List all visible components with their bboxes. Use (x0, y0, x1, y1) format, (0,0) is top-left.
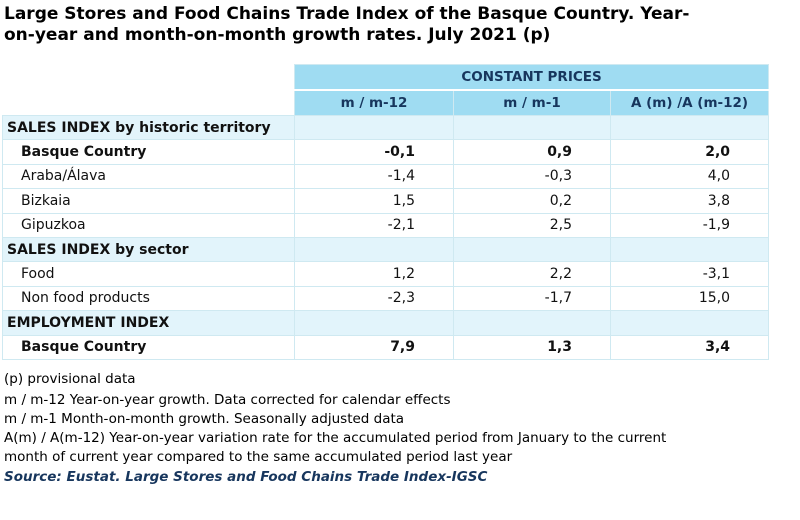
section-fill (609, 114, 770, 141)
table-row: Non food products -2,3 -1,7 15,0 (2, 285, 770, 312)
cell-accumulated: 15,0 (609, 285, 770, 312)
cell-m-m12: -2,1 (294, 212, 454, 238)
cell-m-m1: 2,2 (453, 261, 611, 287)
cell-m-m12: 1,2 (294, 261, 454, 287)
cell-m-m1: -0,3 (453, 163, 611, 190)
cell-m-m12: -1,4 (294, 163, 454, 190)
section-title: SALES INDEX by historic territory (2, 114, 295, 141)
note-accumulated-line-1: A(m) / A(m-12) Year-on-year variation ra… (4, 430, 667, 446)
cell-m-m12: 1,5 (294, 188, 454, 214)
section-fill (453, 236, 611, 263)
cell-accumulated: -1,9 (609, 212, 770, 238)
section-row: SALES INDEX by sector (2, 236, 770, 263)
note-m-m1: m / m-1 Month-on-month growth. Seasonall… (4, 411, 405, 427)
cell-m-m1: 2,5 (453, 212, 611, 238)
row-label: Basque Country (2, 334, 295, 360)
cell-m-m12: -2,3 (294, 285, 454, 312)
row-label: Araba/Álava (2, 163, 295, 190)
table-row: Basque Country -0,1 0,9 2,0 (2, 139, 770, 165)
cell-m-m1: 0,2 (453, 188, 611, 214)
cell-accumulated: 3,8 (609, 188, 770, 214)
source-note: Source: Eustat. Large Stores and Food Ch… (4, 469, 488, 485)
table-row: Gipuzkoa -2,1 2,5 -1,9 (2, 212, 770, 238)
note-m-m12: m / m-12 Year-on-year growth. Data corre… (4, 392, 451, 408)
provisional-note: (p) provisional data (4, 371, 136, 387)
section-fill (609, 236, 770, 263)
section-row: EMPLOYMENT INDEX (2, 310, 770, 336)
section-fill (294, 114, 454, 141)
section-row: SALES INDEX by historic territory (2, 114, 770, 141)
cell-accumulated: 3,4 (609, 334, 770, 360)
table-row: Araba/Álava -1,4 -0,3 4,0 (2, 163, 770, 190)
cell-m-m1: -1,7 (453, 285, 611, 312)
col-header-m-m1: m / m-1 (453, 89, 611, 116)
row-label: Basque Country (2, 139, 295, 165)
section-fill (294, 310, 454, 336)
section-title: EMPLOYMENT INDEX (2, 310, 295, 336)
corner-cell (2, 64, 295, 90)
cell-accumulated: 4,0 (609, 163, 770, 190)
corner-cell (2, 90, 295, 116)
table-row: Basque Country 7,9 1,3 3,4 (2, 334, 770, 360)
row-label: Food (2, 261, 295, 287)
row-label: Bizkaia (2, 188, 295, 214)
footnotes: (p) provisional data m / m-12 Year-on-ye… (4, 370, 796, 487)
section-title: SALES INDEX by sector (2, 236, 295, 263)
section-fill (453, 114, 611, 141)
cell-accumulated: -3,1 (609, 261, 770, 287)
col-header-accumulated: A (m) /A (m-12) (609, 89, 770, 116)
section-fill (294, 236, 454, 263)
col-header-m-m12: m / m-12 (294, 89, 454, 116)
cell-m-m1: 0,9 (453, 139, 611, 165)
growth-rates-table: CONSTANT PRICES m / m-12 m / m-1 A (m) /… (2, 64, 770, 360)
cell-m-m1: 1,3 (453, 334, 611, 360)
row-label: Gipuzkoa (2, 212, 295, 238)
constant-prices-header: CONSTANT PRICES (293, 64, 770, 91)
cell-m-m12: 7,9 (294, 334, 454, 360)
table-row: Food 1,2 2,2 -3,1 (2, 261, 770, 287)
table-row: Bizkaia 1,5 0,2 3,8 (2, 188, 770, 214)
cell-accumulated: 2,0 (609, 139, 770, 165)
section-fill (609, 310, 770, 336)
title-line-2: on-year and month-on-month growth rates.… (4, 25, 551, 45)
cell-m-m12: -0,1 (294, 139, 454, 165)
report-title: Large Stores and Food Chains Trade Index… (4, 4, 794, 46)
title-line-1: Large Stores and Food Chains Trade Index… (4, 4, 690, 24)
section-fill (453, 310, 611, 336)
note-accumulated-line-2: month of current year compared to the sa… (4, 449, 513, 465)
row-label: Non food products (2, 285, 295, 312)
